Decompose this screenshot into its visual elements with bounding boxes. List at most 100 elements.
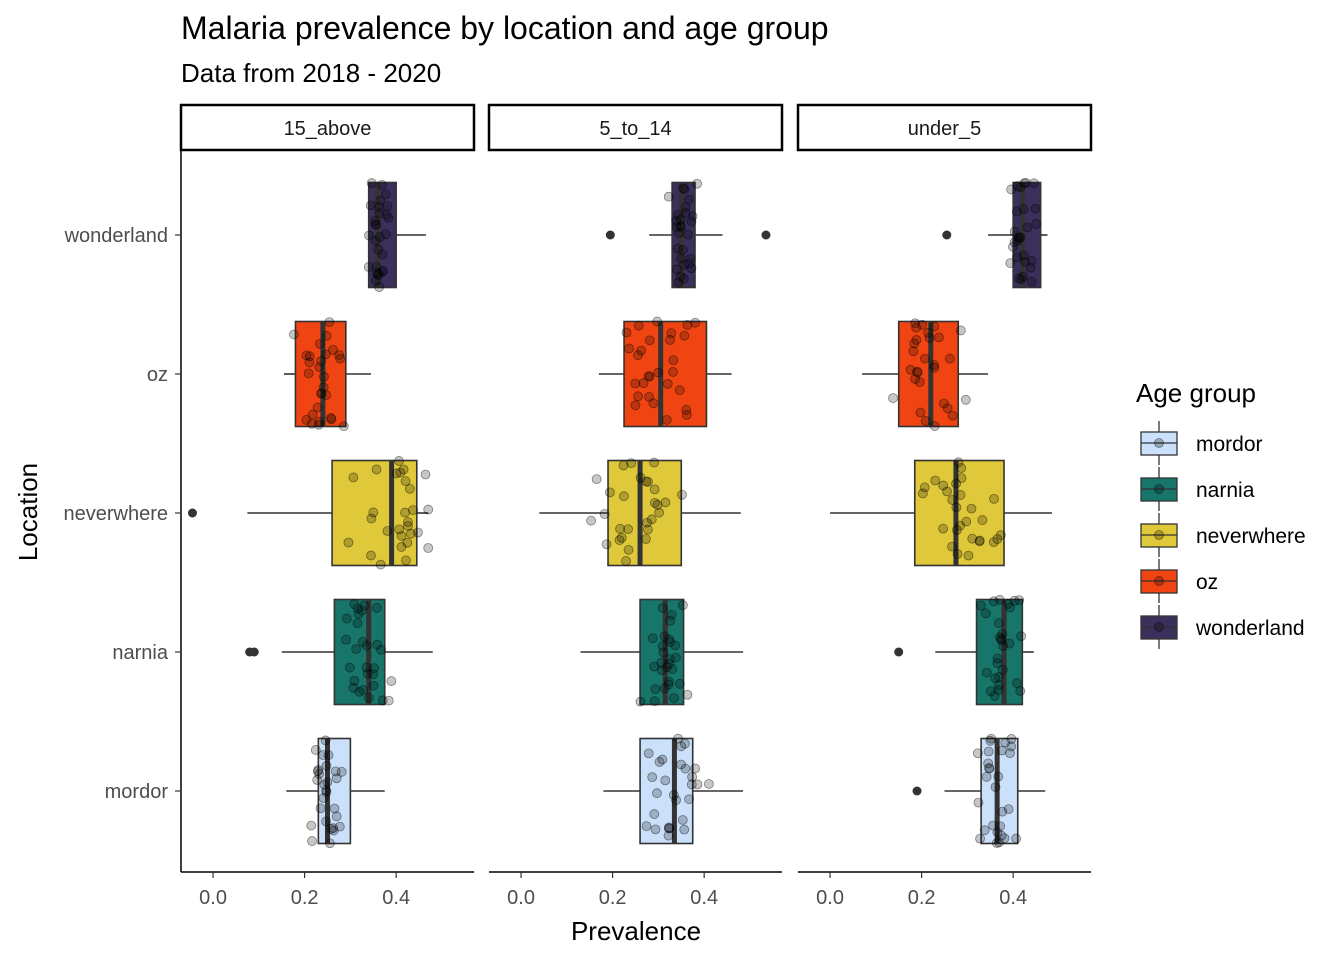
jitter-point	[929, 421, 940, 431]
jitter-point	[918, 488, 928, 499]
jitter-point	[615, 523, 625, 534]
jitter-point	[642, 517, 652, 528]
jitter-point	[955, 520, 965, 531]
box-narnia	[245, 598, 433, 706]
jitter-point	[985, 686, 996, 697]
jitter-point	[984, 763, 995, 774]
chart-subtitle: Data from 2018 - 2020	[181, 58, 442, 88]
jitter-point	[382, 526, 393, 536]
jitter-point	[316, 388, 327, 399]
panel-5_to_14: 5_to_14 0.0 0.2 0.4	[487, 103, 784, 909]
jitter-point	[687, 211, 698, 222]
jitter-point	[366, 550, 376, 561]
jitter-point	[626, 458, 637, 468]
jitter-point	[910, 318, 921, 329]
jitter-point	[377, 695, 388, 706]
jitter-point	[319, 371, 329, 382]
jitter-point	[314, 769, 325, 779]
jitter-point	[363, 692, 374, 703]
jitter-point	[601, 539, 612, 550]
jitter-point	[685, 253, 696, 264]
jitter-point	[310, 745, 321, 755]
jitter-point	[376, 179, 387, 190]
jitter-point	[334, 350, 345, 360]
jitter-point	[938, 523, 949, 534]
jitter-point	[668, 790, 679, 800]
jitter-point	[983, 758, 994, 769]
box-neverwhere	[539, 457, 741, 567]
x-tick-label: 0.0	[816, 887, 844, 909]
jitter-point	[648, 398, 659, 409]
legend-item-mordor: mordor	[1140, 421, 1263, 465]
jitter-point	[354, 686, 365, 697]
box-oz	[598, 316, 732, 428]
jitter-point	[679, 260, 689, 270]
box-mordor	[603, 733, 744, 845]
jitter-point	[664, 822, 674, 833]
x-tick-label: 0.4	[999, 887, 1027, 909]
box-iqr	[639, 737, 694, 845]
jitter-point	[1003, 598, 1014, 609]
jitter-point	[680, 208, 691, 218]
box-narnia	[580, 598, 744, 707]
jitter-point	[992, 534, 1003, 544]
jitter-point	[686, 216, 697, 227]
jitter-point	[618, 460, 629, 471]
jitter-point	[933, 332, 944, 343]
jitter-point	[362, 668, 373, 679]
jitter-point	[1018, 204, 1029, 214]
jitter-point	[306, 418, 317, 429]
jitter-point	[586, 515, 596, 526]
jitter-point	[649, 696, 660, 707]
jitter-point	[675, 271, 686, 282]
legend: Age group mordor narnia neverwhere oz wonder…	[1136, 378, 1306, 649]
jitter-point	[614, 535, 625, 545]
jitter-point	[668, 355, 679, 366]
jitter-point	[328, 344, 338, 355]
jitter-point	[1000, 737, 1011, 748]
jitter-point	[1009, 237, 1020, 248]
jitter-point	[1026, 255, 1037, 266]
jitter-point	[312, 766, 323, 777]
jitter-point	[375, 559, 386, 570]
box-neverwhere	[830, 457, 1053, 567]
jitter-point	[314, 362, 325, 372]
jitter-point	[666, 328, 677, 339]
box-iqr	[333, 598, 386, 706]
jitter-point	[663, 679, 674, 690]
jitter-point	[330, 766, 341, 777]
x-tick-label: 0.4	[690, 887, 718, 909]
box-iqr	[639, 598, 685, 706]
jitter-point	[674, 385, 685, 396]
jitter-point	[352, 603, 363, 614]
jitter-point	[678, 273, 689, 284]
jitter-point	[673, 277, 684, 288]
jitter-point	[1003, 804, 1014, 815]
jitter-point	[312, 774, 323, 785]
jitter-point	[359, 600, 370, 611]
jitter-point	[996, 830, 1007, 841]
jitter-point	[376, 644, 386, 655]
jitter-point	[992, 658, 1003, 669]
jitter-point	[313, 764, 324, 775]
jitter-point	[960, 394, 971, 405]
outlier-point	[249, 647, 259, 657]
panel-under_5: under_5 0.0 0.2 0.4	[796, 103, 1093, 909]
jitter-point	[304, 357, 315, 368]
jitter-point	[659, 683, 670, 694]
jitter-point	[366, 513, 377, 524]
jitter-point	[423, 543, 434, 553]
jitter-point	[659, 631, 670, 642]
panel-15_above: 15_above 0.0 0.2 0.4	[179, 103, 476, 909]
outlier-point	[894, 647, 904, 657]
jitter-point	[1012, 252, 1022, 263]
jitter-point	[991, 838, 1002, 848]
jitter-point	[912, 367, 923, 378]
jitter-point	[1026, 276, 1037, 287]
jitter-point	[325, 413, 336, 423]
jitter-point	[663, 191, 674, 202]
jitter-point	[1009, 595, 1020, 606]
jitter-point	[961, 516, 972, 527]
x-tick-label: 0.2	[291, 887, 319, 909]
jitter-point	[344, 662, 355, 673]
